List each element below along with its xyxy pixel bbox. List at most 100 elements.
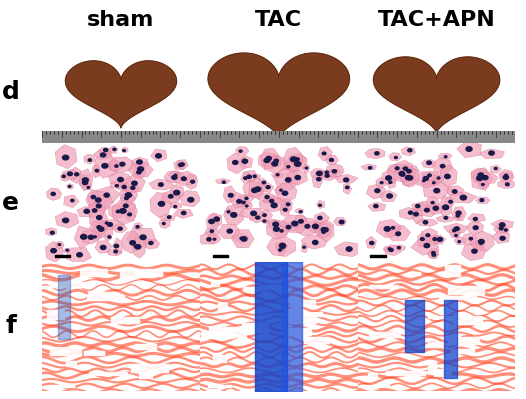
Polygon shape xyxy=(439,165,457,187)
Circle shape xyxy=(458,241,460,243)
Polygon shape xyxy=(376,219,401,238)
Circle shape xyxy=(84,209,89,213)
Polygon shape xyxy=(241,172,250,184)
Circle shape xyxy=(209,219,214,223)
Circle shape xyxy=(454,235,457,237)
Circle shape xyxy=(434,188,440,193)
Polygon shape xyxy=(384,245,401,256)
Circle shape xyxy=(296,158,299,160)
Polygon shape xyxy=(231,230,254,248)
Polygon shape xyxy=(267,236,296,257)
Circle shape xyxy=(108,223,113,226)
Circle shape xyxy=(262,181,266,184)
Polygon shape xyxy=(90,222,113,238)
Circle shape xyxy=(251,188,258,192)
Polygon shape xyxy=(123,184,140,193)
Polygon shape xyxy=(455,211,463,220)
Circle shape xyxy=(466,147,472,151)
Circle shape xyxy=(280,230,283,232)
Polygon shape xyxy=(150,149,167,162)
Circle shape xyxy=(116,210,120,213)
Circle shape xyxy=(480,243,482,245)
Circle shape xyxy=(424,208,429,212)
Circle shape xyxy=(266,186,270,189)
Polygon shape xyxy=(198,232,218,244)
Circle shape xyxy=(149,241,153,245)
Circle shape xyxy=(477,176,483,180)
Polygon shape xyxy=(422,171,440,181)
Circle shape xyxy=(286,225,291,229)
Polygon shape xyxy=(498,180,516,188)
Polygon shape xyxy=(104,234,112,241)
Polygon shape xyxy=(65,61,177,128)
Polygon shape xyxy=(426,197,439,208)
Polygon shape xyxy=(276,184,297,202)
Polygon shape xyxy=(143,239,160,249)
Bar xyxy=(200,131,358,143)
Polygon shape xyxy=(277,245,285,256)
Polygon shape xyxy=(303,163,309,173)
Circle shape xyxy=(178,163,183,166)
Circle shape xyxy=(263,214,266,216)
Polygon shape xyxy=(476,197,490,204)
Circle shape xyxy=(319,204,321,206)
Text: sham: sham xyxy=(87,10,155,30)
Polygon shape xyxy=(296,217,318,236)
Circle shape xyxy=(167,216,171,218)
Polygon shape xyxy=(274,168,300,190)
Polygon shape xyxy=(133,164,146,178)
Polygon shape xyxy=(149,179,174,190)
Polygon shape xyxy=(473,172,498,185)
Polygon shape xyxy=(261,183,274,192)
Circle shape xyxy=(271,203,277,207)
Polygon shape xyxy=(501,227,510,233)
Polygon shape xyxy=(124,174,146,192)
Circle shape xyxy=(118,178,123,182)
Polygon shape xyxy=(64,195,79,207)
Polygon shape xyxy=(159,214,176,221)
Polygon shape xyxy=(56,241,64,249)
Polygon shape xyxy=(326,164,345,177)
Circle shape xyxy=(284,208,287,211)
Polygon shape xyxy=(381,170,398,184)
Circle shape xyxy=(312,241,318,245)
Circle shape xyxy=(188,198,194,202)
Circle shape xyxy=(279,243,286,248)
Polygon shape xyxy=(471,168,492,191)
Circle shape xyxy=(391,227,394,229)
Polygon shape xyxy=(421,160,436,168)
Circle shape xyxy=(239,150,242,152)
Circle shape xyxy=(174,190,180,195)
Polygon shape xyxy=(260,209,272,222)
Polygon shape xyxy=(280,215,310,233)
Circle shape xyxy=(80,235,87,239)
Circle shape xyxy=(245,197,248,200)
Polygon shape xyxy=(287,170,308,185)
Polygon shape xyxy=(289,154,307,164)
Circle shape xyxy=(424,243,430,248)
Polygon shape xyxy=(108,249,123,256)
Circle shape xyxy=(256,216,260,219)
Circle shape xyxy=(452,190,457,193)
Polygon shape xyxy=(366,236,377,248)
Polygon shape xyxy=(333,217,347,225)
Circle shape xyxy=(444,174,450,178)
Circle shape xyxy=(63,218,69,223)
Circle shape xyxy=(442,205,449,209)
Circle shape xyxy=(423,180,425,182)
Circle shape xyxy=(494,168,497,170)
Text: TAC+APN: TAC+APN xyxy=(378,10,495,30)
Circle shape xyxy=(66,249,68,251)
Polygon shape xyxy=(124,210,136,221)
Circle shape xyxy=(480,199,484,201)
Circle shape xyxy=(255,187,261,192)
Circle shape xyxy=(130,241,136,245)
Circle shape xyxy=(83,181,88,185)
Circle shape xyxy=(503,175,509,179)
Polygon shape xyxy=(258,178,267,189)
Polygon shape xyxy=(241,201,252,209)
Circle shape xyxy=(88,159,92,161)
Circle shape xyxy=(105,222,108,224)
Circle shape xyxy=(158,183,163,186)
Circle shape xyxy=(213,238,216,240)
